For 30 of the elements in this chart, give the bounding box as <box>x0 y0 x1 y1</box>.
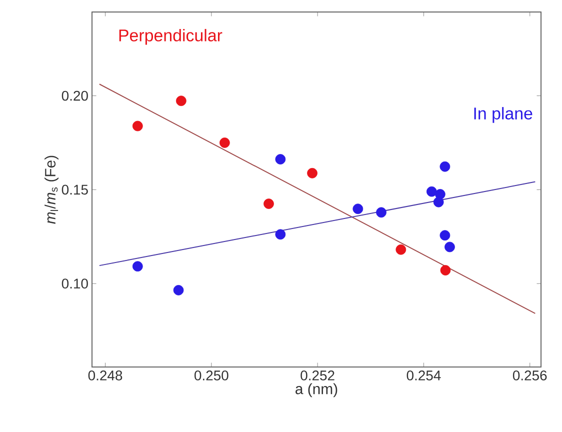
point <box>376 207 386 218</box>
point <box>176 96 186 106</box>
text: Perpendicular <box>119 28 222 45</box>
point <box>440 161 450 172</box>
point <box>264 198 274 209</box>
text: In plane <box>474 107 532 123</box>
point <box>440 230 450 241</box>
point <box>220 138 230 148</box>
x-axis-title: a (nm) <box>296 383 338 398</box>
point <box>433 196 444 208</box>
x-tick-label: 0.248 <box>88 370 122 380</box>
point <box>275 154 286 164</box>
point <box>444 242 455 252</box>
point <box>173 284 184 296</box>
point <box>426 186 437 197</box>
x-tick-label: 0.250 <box>194 370 228 380</box>
y-tick-label: 0.15 <box>62 184 88 195</box>
y-tick-label: 0.10 <box>62 278 88 289</box>
point <box>307 168 318 178</box>
y-tick-label: 0.20 <box>62 90 88 101</box>
x-tick-label: 0.256 <box>512 370 547 380</box>
x-tick-label: 0.252 <box>300 370 334 380</box>
point <box>132 261 143 272</box>
point <box>396 244 406 255</box>
point <box>440 265 451 276</box>
point <box>132 120 143 132</box>
point <box>352 204 364 214</box>
y-axis-title: m$_{l}$/m$_{s}$ (Fe) <box>44 156 58 224</box>
x-tick-label: 0.254 <box>406 370 441 380</box>
point <box>275 229 286 240</box>
